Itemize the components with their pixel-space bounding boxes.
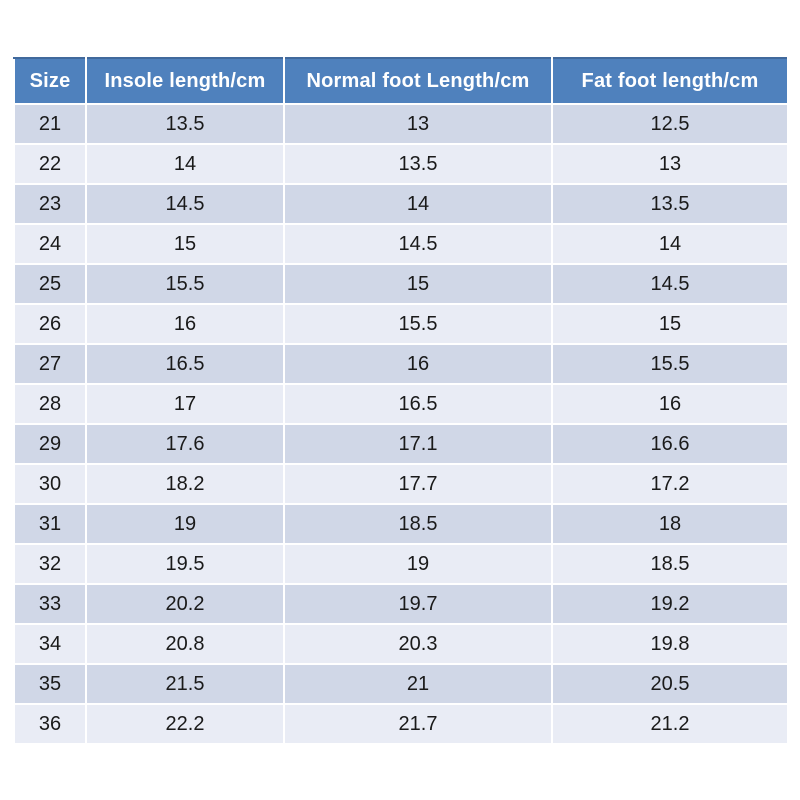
table-row: 23 14.5 14 13.5 bbox=[13, 183, 789, 225]
table-row: 30 18.2 17.7 17.2 bbox=[13, 463, 789, 505]
table-cell: 12.5 bbox=[551, 103, 789, 145]
table-cell: 17.2 bbox=[551, 463, 789, 505]
table-cell: 16.6 bbox=[551, 423, 789, 465]
table-cell: 16.5 bbox=[283, 383, 553, 425]
table-cell: 18.5 bbox=[551, 543, 789, 585]
table-cell: 14 bbox=[85, 143, 285, 185]
size-cell: 25 bbox=[13, 263, 87, 305]
table-cell: 16 bbox=[85, 303, 285, 345]
table-cell: 20.2 bbox=[85, 583, 285, 625]
table-cell: 20.3 bbox=[283, 623, 553, 665]
size-cell: 21 bbox=[13, 103, 87, 145]
table-cell: 20.5 bbox=[551, 663, 789, 705]
size-cell: 31 bbox=[13, 503, 87, 545]
table-cell: 14.5 bbox=[85, 183, 285, 225]
size-cell: 30 bbox=[13, 463, 87, 505]
table-cell: 17.1 bbox=[283, 423, 553, 465]
table-cell: 13.5 bbox=[551, 183, 789, 225]
table-row: 34 20.8 20.3 19.8 bbox=[13, 623, 789, 665]
table-row: 26 16 15.5 15 bbox=[13, 303, 789, 345]
table-cell: 16 bbox=[551, 383, 789, 425]
table-row: 22 14 13.5 13 bbox=[13, 143, 789, 185]
size-cell: 32 bbox=[13, 543, 87, 585]
table-cell: 15.5 bbox=[551, 343, 789, 385]
table-cell: 22.2 bbox=[85, 703, 285, 745]
table-cell: 19.7 bbox=[283, 583, 553, 625]
size-cell: 26 bbox=[13, 303, 87, 345]
table-row: 28 17 16.5 16 bbox=[13, 383, 789, 425]
table-cell: 19.5 bbox=[85, 543, 285, 585]
size-cell: 33 bbox=[13, 583, 87, 625]
table-row: 24 15 14.5 14 bbox=[13, 223, 789, 265]
table-cell: 18.5 bbox=[283, 503, 553, 545]
table-row: 31 19 18.5 18 bbox=[13, 503, 789, 545]
table-cell: 14 bbox=[283, 183, 553, 225]
size-cell: 34 bbox=[13, 623, 87, 665]
table-row: 32 19.5 19 18.5 bbox=[13, 543, 789, 585]
table-cell: 21.2 bbox=[551, 703, 789, 745]
column-header: Insole length/cm bbox=[85, 57, 285, 105]
size-cell: 35 bbox=[13, 663, 87, 705]
table-row: 33 20.2 19.7 19.2 bbox=[13, 583, 789, 625]
table-cell: 21 bbox=[283, 663, 553, 705]
table-row: 36 22.2 21.7 21.2 bbox=[13, 703, 789, 745]
table-cell: 19.8 bbox=[551, 623, 789, 665]
table-cell: 19 bbox=[283, 543, 553, 585]
size-cell: 29 bbox=[13, 423, 87, 465]
table-cell: 13.5 bbox=[85, 103, 285, 145]
table-cell: 20.8 bbox=[85, 623, 285, 665]
table-cell: 18.2 bbox=[85, 463, 285, 505]
table-cell: 19.2 bbox=[551, 583, 789, 625]
table-cell: 21.7 bbox=[283, 703, 553, 745]
size-cell: 28 bbox=[13, 383, 87, 425]
table-cell: 15 bbox=[551, 303, 789, 345]
table-row: 29 17.6 17.1 16.6 bbox=[13, 423, 789, 465]
table-cell: 15 bbox=[283, 263, 553, 305]
size-cell: 23 bbox=[13, 183, 87, 225]
table-cell: 18 bbox=[551, 503, 789, 545]
table-row: 21 13.5 13 12.5 bbox=[13, 103, 789, 145]
table-cell: 15.5 bbox=[85, 263, 285, 305]
header-row: Size Insole length/cm Normal foot Length/c… bbox=[13, 57, 789, 105]
table-cell: 17.6 bbox=[85, 423, 285, 465]
table-cell: 13.5 bbox=[283, 143, 553, 185]
table-cell: 17 bbox=[85, 383, 285, 425]
table-cell: 19 bbox=[85, 503, 285, 545]
table-cell: 15.5 bbox=[283, 303, 553, 345]
table-cell: 13 bbox=[551, 143, 789, 185]
table-cell: 13 bbox=[283, 103, 553, 145]
table-cell: 16.5 bbox=[85, 343, 285, 385]
table-cell: 21.5 bbox=[85, 663, 285, 705]
size-cell: 27 bbox=[13, 343, 87, 385]
table-cell: 14 bbox=[551, 223, 789, 265]
size-cell: 36 bbox=[13, 703, 87, 745]
table-cell: 14.5 bbox=[551, 263, 789, 305]
size-cell: 24 bbox=[13, 223, 87, 265]
column-header: Fat foot length/cm bbox=[551, 57, 789, 105]
table-cell: 17.7 bbox=[283, 463, 553, 505]
column-header: Size bbox=[13, 57, 87, 105]
table-cell: 16 bbox=[283, 343, 553, 385]
table-row: 25 15.5 15 14.5 bbox=[13, 263, 789, 305]
size-chart-table: Size Insole length/cm Normal foot Length/c… bbox=[13, 57, 789, 745]
table-cell: 14.5 bbox=[283, 223, 553, 265]
column-header: Normal foot Length/cm bbox=[283, 57, 553, 105]
table-row: 27 16.5 16 15.5 bbox=[13, 343, 789, 385]
table-cell: 15 bbox=[85, 223, 285, 265]
table-row: 35 21.5 21 20.5 bbox=[13, 663, 789, 705]
size-cell: 22 bbox=[13, 143, 87, 185]
